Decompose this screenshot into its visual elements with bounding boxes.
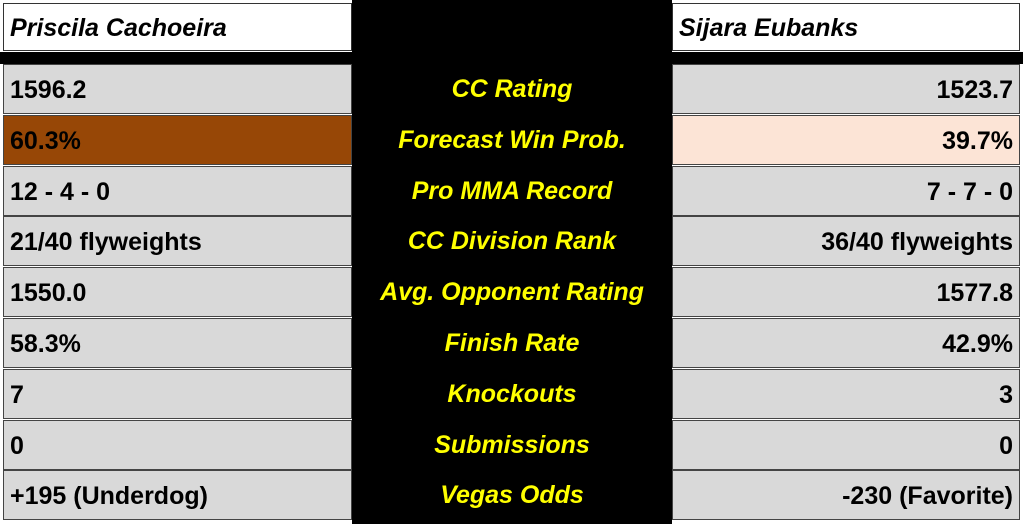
right-value: 36/40 flyweights xyxy=(672,216,1020,267)
table-row: 21/40 flyweights CC Division Rank 36/40 … xyxy=(3,216,1020,267)
left-value: 21/40 flyweights xyxy=(3,216,352,267)
stat-label: Knockouts xyxy=(447,379,577,408)
stat-label: Submissions xyxy=(434,430,590,459)
left-value: 7 xyxy=(3,368,352,419)
left-fighter-name: Priscila Cachoeira xyxy=(3,3,352,51)
table-row: +195 (Underdog) Vegas Odds -230 (Favorit… xyxy=(3,470,1020,521)
right-fighter-name: Sijara Eubanks xyxy=(672,3,1020,51)
stat-label: CC Rating xyxy=(451,75,573,103)
stat-label: Avg. Opponent Rating xyxy=(380,278,644,307)
right-value: 3 xyxy=(672,368,1020,419)
table-row: 1596.2 CC Rating 1523.7 xyxy=(3,64,1020,115)
right-value: 42.9% xyxy=(672,318,1020,368)
label-column xyxy=(352,0,672,524)
stat-label: Finish Rate xyxy=(444,329,580,357)
header-divider xyxy=(0,52,1023,64)
right-value: 1523.7 xyxy=(672,64,1020,114)
stat-label: Pro MMA Record xyxy=(411,176,613,205)
table-row: 7 Knockouts 3 xyxy=(3,368,1020,420)
left-value: +195 (Underdog) xyxy=(3,470,352,521)
table-row: 60.3% Forecast Win Prob. 39.7% xyxy=(3,114,1020,166)
left-value: 60.3% xyxy=(3,114,352,165)
table-row: 1550.0 Avg. Opponent Rating 1577.8 xyxy=(3,267,1020,318)
table-row: 0 Submissions 0 xyxy=(3,419,1020,471)
right-value: 1577.8 xyxy=(672,267,1020,318)
right-value: 7 - 7 - 0 xyxy=(672,165,1020,216)
left-value: 12 - 4 - 0 xyxy=(3,165,352,216)
left-value: 1596.2 xyxy=(3,64,352,114)
left-value: 58.3% xyxy=(3,318,352,368)
table-row: 58.3% Finish Rate 42.9% xyxy=(3,318,1020,369)
left-value: 0 xyxy=(3,419,352,470)
right-value: 39.7% xyxy=(672,114,1020,165)
right-value: 0 xyxy=(672,419,1020,470)
table-row: 12 - 4 - 0 Pro MMA Record 7 - 7 - 0 xyxy=(3,165,1020,217)
right-value: -230 (Favorite) xyxy=(672,470,1020,521)
stat-label: Vegas Odds xyxy=(440,481,584,510)
stat-label: Forecast Win Prob. xyxy=(398,125,626,154)
left-value: 1550.0 xyxy=(3,267,352,318)
stat-label: CC Division Rank xyxy=(407,227,617,256)
